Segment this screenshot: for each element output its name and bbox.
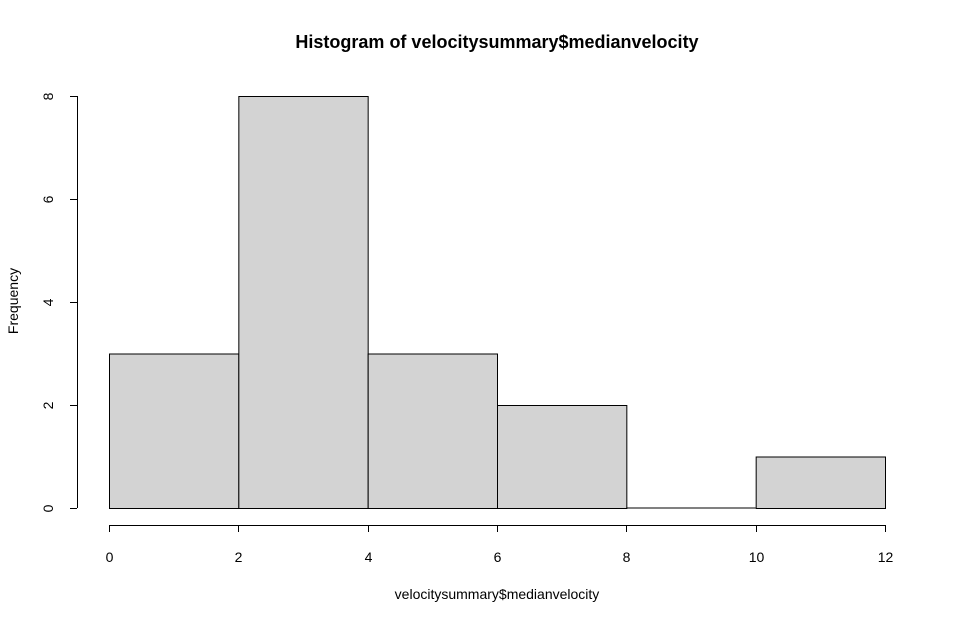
x-tick-label-0: 0 — [106, 549, 114, 565]
y-axis: 0 2 4 6 8 — [40, 92, 78, 512]
x-axis-label: velocitysummary$medianvelocity — [395, 586, 600, 602]
histogram-bar-3 — [497, 405, 628, 509]
y-axis-label: Frequency — [5, 268, 21, 334]
histogram-bar-5 — [755, 456, 887, 509]
y-tick-label-4: 8 — [40, 92, 56, 100]
y-tick-label-3: 6 — [40, 195, 56, 203]
chart-title: Histogram of velocitysummary$medianveloc… — [295, 32, 698, 52]
histogram-bar-0 — [109, 353, 240, 509]
y-tick-label-1: 2 — [40, 401, 56, 409]
x-tick-label-6: 12 — [878, 549, 894, 565]
bars-group — [109, 96, 887, 509]
x-tick-label-5: 10 — [749, 549, 765, 565]
x-axis: 0 2 4 6 8 10 12 — [106, 525, 894, 565]
histogram-bar-1 — [238, 96, 369, 509]
x-tick-label-2: 4 — [365, 549, 373, 565]
y-tick-label-0: 0 — [40, 504, 56, 512]
x-tick-label-1: 2 — [235, 549, 243, 565]
x-tick-label-4: 8 — [623, 549, 631, 565]
histogram-bar-2 — [367, 353, 498, 509]
y-tick-label-2: 4 — [40, 298, 56, 306]
x-tick-label-3: 6 — [494, 549, 502, 565]
